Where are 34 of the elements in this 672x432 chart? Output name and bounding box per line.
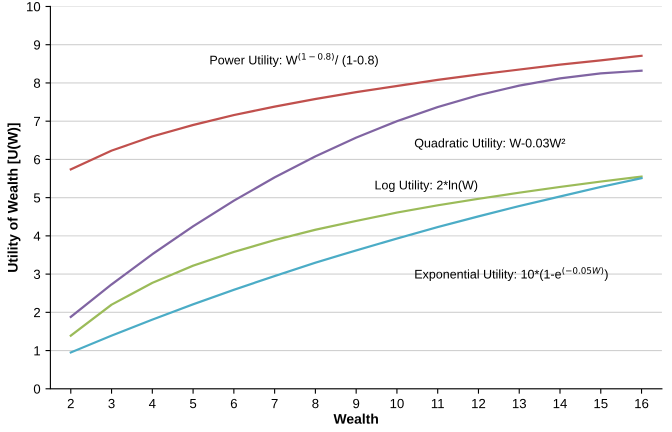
y-tick-label: 6: [34, 154, 40, 164]
y-tick-label: 0: [34, 384, 40, 394]
x-tick-label: 14: [554, 399, 567, 408]
x-tick-label: 8: [312, 398, 318, 408]
y-tick-label: 4: [34, 232, 40, 241]
y-axis-title: Utility of Wealth [U(W)]: [8, 123, 20, 272]
line-series: [70, 70, 643, 318]
y-tick-label: 10: [27, 2, 40, 12]
y-tick-label: 7: [34, 116, 40, 126]
x-tick-label: 2: [68, 398, 74, 408]
series-label: Quadratic Utility: W-0.03W²: [414, 138, 566, 150]
y-tick-label: 3: [34, 270, 40, 280]
line-series: [70, 54, 643, 170]
x-tick-label: 10: [390, 398, 404, 408]
text: Exponential Utility: 10*(1-e$^{(−0.05W)}$): [415, 267, 608, 282]
y-tick-label: 1: [34, 346, 40, 356]
x-tick-label: 3: [108, 398, 115, 408]
y-tick-label: 9: [34, 40, 40, 50]
x-tick-label: 7: [272, 399, 278, 408]
x-tick-label: 15: [594, 399, 608, 408]
x-tick-label: 11: [432, 399, 444, 408]
x-tick-label: 12: [472, 398, 486, 408]
y-tick-label: 5: [34, 193, 40, 203]
x-axis-title: Wealth: [334, 414, 378, 424]
x-tick-label: 9: [353, 398, 360, 408]
x-tick-label: 4: [148, 399, 156, 408]
y-tick-label: 8: [34, 78, 40, 88]
x-tick-label: 13: [512, 398, 526, 408]
x-tick-label: 6: [230, 398, 237, 408]
x-tick-label: 5: [190, 399, 196, 408]
y-tick-label: 2: [34, 308, 40, 318]
series-label: Power Utility: W$^{(1−0.8)}$/ (1-0.8): [210, 52, 378, 67]
x-tick-label: 16: [635, 398, 648, 408]
series-label: Log Utility: 2*ln(W): [376, 180, 478, 192]
